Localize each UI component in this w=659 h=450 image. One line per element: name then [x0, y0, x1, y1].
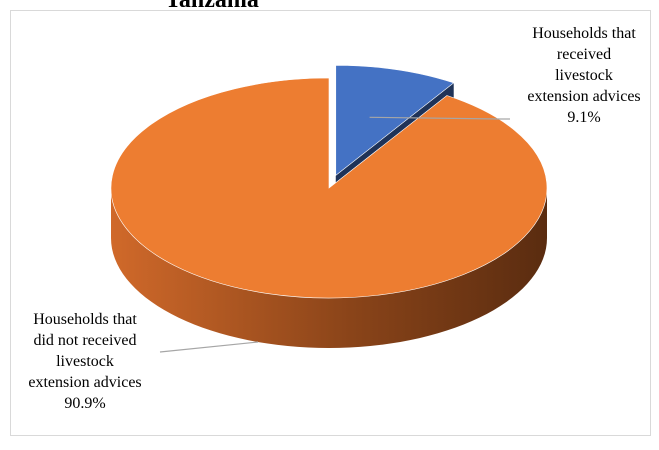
- data-label-line-1: Households that: [33, 311, 137, 328]
- data-label-line-0: received: [557, 46, 611, 63]
- data-label-value-0: 9.1%: [567, 109, 600, 126]
- data-label-line-0: Households that: [532, 25, 636, 42]
- data-labels: Households that received livestock extensio…: [28, 25, 640, 412]
- data-label-line-1: livestock: [56, 353, 114, 370]
- data-label-value-1: 90.9%: [64, 395, 105, 412]
- data-label-line-0: extension advices: [527, 88, 640, 105]
- data-label-line-1: extension advices: [28, 374, 141, 391]
- chart-border: [10, 10, 651, 436]
- leader-lines: [159, 116, 510, 353]
- pie-tops: [110, 65, 548, 299]
- pie-slice-0: [335, 65, 455, 176]
- leader-line-0: [369, 116, 510, 120]
- slice-side-1: [111, 187, 547, 348]
- chart-title: Tanzania: [165, 0, 259, 13]
- pie-slice-1: [110, 77, 548, 299]
- data-label-line-0: livestock: [555, 67, 613, 84]
- data-label-line-1: did not received: [33, 332, 136, 349]
- leader-line-1: [159, 341, 259, 353]
